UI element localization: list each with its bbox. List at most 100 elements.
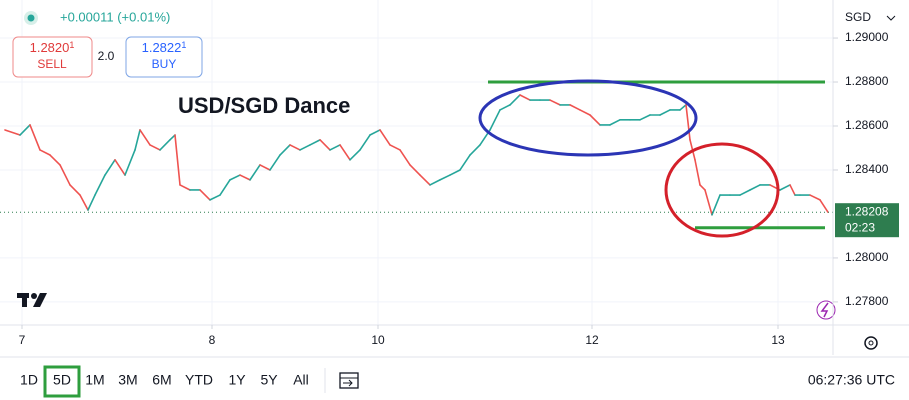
dropdown-arrow (886, 15, 896, 21)
price-segment (124, 149, 136, 176)
price-segment (199, 189, 211, 201)
price-segment (174, 134, 181, 186)
price-segment (679, 104, 687, 111)
price-tag-label: 1.28208 (845, 204, 889, 218)
price-segment (339, 144, 351, 161)
price-segment (87, 194, 96, 211)
price-segment (349, 149, 361, 161)
annotation-ellipse (478, 79, 698, 157)
price-segment (699, 184, 706, 191)
timeframe-button[interactable]: All (293, 372, 309, 388)
price-segment (489, 109, 501, 131)
sell-pipette: 1 (69, 40, 74, 50)
buy-button[interactable] (125, 36, 203, 78)
timeframe-button[interactable]: 5D (53, 372, 71, 388)
buy-price: 1.28221 (142, 40, 187, 55)
price-segment (229, 174, 241, 181)
price-segment (149, 144, 161, 151)
y-tick-label: 1.28400 (845, 162, 889, 176)
price-segment (739, 189, 751, 196)
price-segment (549, 99, 561, 106)
grid (0, 0, 833, 325)
annotation-ellipse (664, 142, 780, 238)
buy-pipette: 1 (181, 40, 186, 50)
x-axis: 7 8 10 12 13 (19, 325, 785, 347)
price-segment (239, 174, 251, 181)
price-segment (159, 139, 171, 151)
price-segment (4, 129, 21, 136)
price-segment (704, 189, 713, 216)
price-segment (114, 159, 126, 176)
price-segment (79, 194, 89, 211)
price-segment (49, 154, 61, 166)
settings-icon[interactable] (864, 336, 878, 350)
spread: 2.0 (98, 49, 115, 63)
buy-price: 1.2822 (142, 40, 182, 55)
price-segment (94, 174, 106, 196)
calendar-icon[interactable] (339, 372, 359, 389)
sell-price: 1.28201 (30, 40, 75, 55)
price-segment (789, 184, 796, 196)
currency: SGD (845, 10, 871, 24)
status-icon (27, 14, 35, 22)
logo (17, 293, 47, 307)
plot (0, 80, 833, 230)
timeframe-button[interactable]: 1M (85, 372, 104, 388)
price-segment (579, 109, 591, 116)
y-tick-label: 1.27800 (845, 294, 889, 308)
y-axis: 1.27800 1.28000 1.28400 1.28600 1.28800 1.290… (833, 30, 889, 308)
price-segment (359, 134, 371, 151)
x-tick-label: 8 (209, 333, 216, 347)
price-segment (169, 134, 176, 141)
price-segment (711, 194, 721, 216)
x-tick-label: 13 (771, 333, 785, 347)
price-segment (439, 174, 451, 181)
alert-icon[interactable] (816, 300, 836, 320)
price-segment (279, 144, 291, 156)
price-segment (219, 179, 231, 196)
price-segment (259, 164, 271, 171)
price-segment (779, 184, 791, 191)
price-segment (379, 129, 391, 146)
timeframe-button[interactable]: 3M (118, 372, 137, 388)
price-tag: 1.28208 02:23 (835, 203, 899, 238)
price-segment (429, 179, 441, 186)
price-segment (509, 94, 521, 106)
price-segment (399, 149, 411, 166)
y-tick-label: 1.28600 (845, 118, 889, 132)
price-segment (419, 174, 431, 186)
price-segment (269, 154, 281, 171)
timeframe-button[interactable]: YTD (185, 372, 213, 388)
price-segment (104, 159, 116, 176)
sell-price: 1.2820 (30, 40, 70, 55)
price-segment (309, 139, 321, 146)
sell-label: SELL (37, 57, 67, 71)
price-segment (209, 194, 221, 201)
clock: 06:27:36 UTC (808, 372, 895, 388)
price-segment (639, 114, 651, 121)
price-segment (569, 104, 581, 111)
buy-label: BUY (152, 57, 177, 71)
price-segment (179, 184, 191, 191)
timeframe-button[interactable]: 6M (152, 372, 171, 388)
price-segment (289, 144, 301, 151)
timeframe-button[interactable]: 1D (20, 372, 38, 388)
alert-icon (820, 302, 829, 318)
price-segment (19, 124, 31, 136)
price-segment (685, 104, 691, 141)
price-segment (134, 129, 141, 151)
price-segment (39, 149, 51, 156)
price-segment (449, 169, 461, 176)
timeframe-button[interactable]: 1Y (228, 372, 246, 388)
timeframe-button[interactable]: 5Y (260, 372, 278, 388)
price-tag-countdown: 02:23 (845, 220, 875, 234)
price-segment (369, 129, 381, 136)
sell-button[interactable] (12, 36, 93, 78)
price-segment (609, 119, 621, 126)
price-segment (329, 144, 341, 151)
price-segment (249, 164, 261, 181)
price-segment (469, 144, 481, 156)
price-segment (319, 139, 331, 151)
